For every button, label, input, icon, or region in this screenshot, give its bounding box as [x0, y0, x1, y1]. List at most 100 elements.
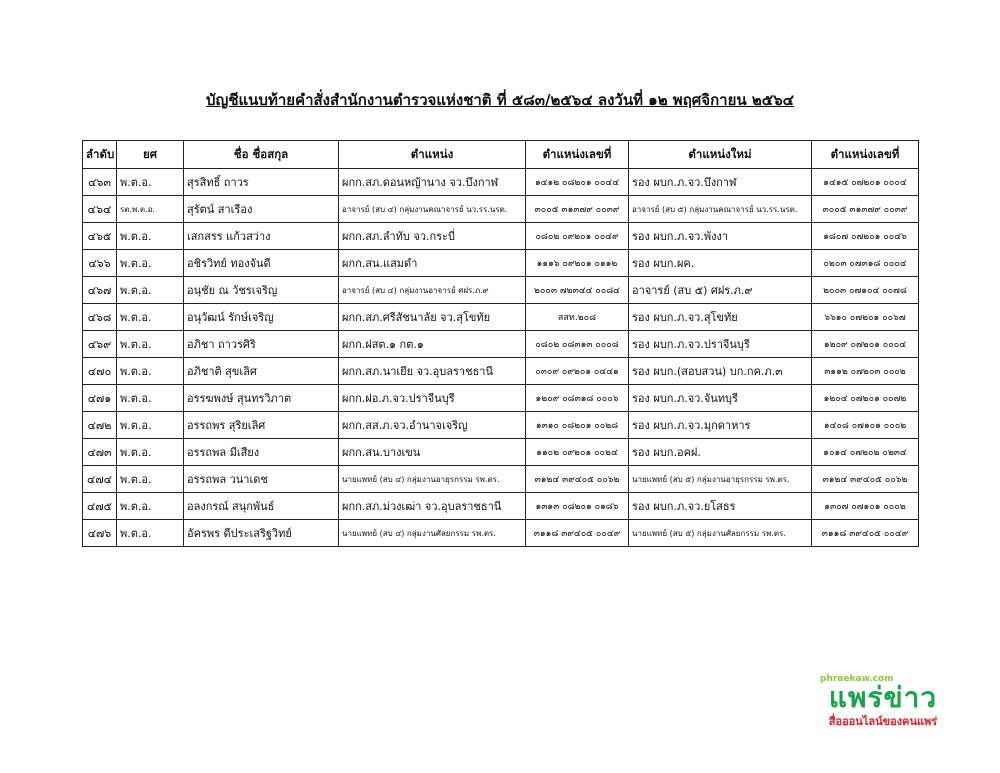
column-header: ลำดับ: [82, 140, 117, 169]
table-cell: ๓๑๑๘ ๓๙๔๐๕ ๐๐๔๙: [525, 519, 629, 547]
table-cell: อาจารย์ (สบ ๕) ศฝร.ภ.๙: [628, 276, 812, 304]
table-cell: ๐๓๐๙ ๐๙๒๐๑ ๐๔๔๑: [525, 357, 629, 385]
table-cell: ๒๐๐๓ ๗๒๓๔๔ ๐๐๘๔: [525, 276, 629, 304]
table-cell: รต.พ.ต.อ.: [116, 195, 184, 223]
table-cell: อรรถพล มีเสียง: [183, 438, 339, 466]
table-header-row: ลำดับ ยศ ชื่อ ชื่อสกุล ตำแหน่ง ตำแหน่งเลขที่…: [82, 140, 919, 169]
table-row: ๔๖๙ พ.ต.อ. อภิชา ถาวรศิริ ผกก.ฝสต.๑ กต.๑ ๐๘๐…: [82, 330, 919, 358]
table-row: ๔๗๓ พ.ต.อ. อรรถพล มีเสียง ผกก.สน.บางเขน ๑๑๐๒…: [82, 438, 919, 466]
table-cell: พ.ต.อ.: [116, 330, 184, 358]
table-cell: พ.ต.อ.: [116, 357, 184, 385]
column-header: ตำแหน่งเลขที่: [811, 140, 919, 169]
table-cell: ๑๓๐๗ ๐๗๑๐๑ ๐๐๐๒: [811, 492, 919, 520]
table-cell: ๐๘๐๒ ๐๙๒๐๑ ๐๐๔๙: [525, 222, 629, 250]
table-cell: ๑๒๐๙ ๐๗๒๐๑ ๐๐๐๔: [811, 330, 919, 358]
table-cell: ๐๘๐๒ ๐๘๓๑๓ ๐๐๐๘: [525, 330, 629, 358]
table-cell: รอง ผบก.ผค.: [628, 249, 812, 277]
table-cell: อาจารย์ (สบ ๔) กลุ่มงานอาจารย์ ศฝร.ภ.๙: [338, 276, 526, 304]
table-cell: พ.ต.อ.: [116, 465, 184, 493]
table-cell: พ.ต.อ.: [116, 492, 184, 520]
table-cell: ผกก.สส.ภ.จว.อำนาจเจริญ: [338, 411, 526, 439]
column-header: ยศ: [116, 140, 184, 169]
table-cell: อรรฆพงษ์ สุนทรวิภาต: [183, 384, 339, 412]
table-cell: รอง ผบก.ภ.จว.ปราจีนบุรี: [628, 330, 812, 358]
appointment-table: ลำดับ ยศ ชื่อ ชื่อสกุล ตำแหน่ง ตำแหน่งเลขที่…: [82, 140, 919, 547]
table-cell: ๑๓๑๐ ๐๘๒๐๑ ๐๐๒๘: [525, 411, 629, 439]
table-cell: ๔๖๙: [82, 330, 117, 358]
table-cell: ๓๑๑๒ ๐๗๒๐๓ ๐๐๐๒: [811, 357, 919, 385]
table-cell: ๓๑๑๘ ๓๙๔๐๕ ๐๐๔๙: [811, 519, 919, 547]
table-cell: อรรถพร สุริยเลิศ: [183, 411, 339, 439]
logo-name: แพร่ข่าว: [828, 681, 938, 714]
table-cell: ๑๘๐๗ ๐๗๒๐๑ ๐๐๔๖: [811, 222, 919, 250]
table-cell: รอง ผบก.อคฝ.: [628, 438, 812, 466]
table-cell: พ.ต.อ.: [116, 249, 184, 277]
table-cell: พ.ต.อ.: [116, 222, 184, 250]
table-cell: พ.ต.อ.: [116, 168, 184, 196]
table-cell: นายแพทย์ (สบ ๕) กลุ่มงานอายุรกรรม รพ.ตร.: [628, 465, 812, 493]
table-cell: ผกก.สภ.ลำทับ จว.กระบี่: [338, 222, 526, 250]
column-header: ชื่อ ชื่อสกุล: [183, 140, 339, 169]
table-cell: พ.ต.อ.: [116, 411, 184, 439]
table-cell: ๔๗๒: [82, 411, 117, 439]
table-cell: ๒๐๐๓ ๐๗๑๐๔ ๐๐๗๘: [811, 276, 919, 304]
table-cell: อนุชัย ณ วัชรเจริญ: [183, 276, 339, 304]
table-cell: ๔๖๘: [82, 303, 117, 331]
table-cell: รอง ผบก.(สอบสวน) บก.กค.ภ.๓: [628, 357, 812, 385]
table-cell: อนุวัฒน์ รักษ์เจริญ: [183, 303, 339, 331]
table-cell: พ.ต.อ.: [116, 519, 184, 547]
table-cell: รอง ผบก.ภ.จว.บึงกาฬ: [628, 168, 812, 196]
table-cell: ผกก.สภ.นาเยีย จว.อุบลราชธานี: [338, 357, 526, 385]
table-cell: ๑๐๑๔ ๐๗๒๐๒ ๐๒๓๔: [811, 438, 919, 466]
table-cell: ๔๖๗: [82, 276, 117, 304]
table-cell: อาจารย์ (สบ ๔) กลุ่มงานคณาจารย์ นว.รร.นร…: [338, 195, 526, 223]
table-cell: ผกก.สน.บางเขน: [338, 438, 526, 466]
table-cell: ๔๖๖: [82, 249, 117, 277]
table-row: ๔๖๗ พ.ต.อ. อนุชัย ณ วัชรเจริญ อาจารย์ (สบ ๔…: [82, 276, 919, 304]
table-cell: ๔๗๐: [82, 357, 117, 385]
table-cell: ผกก.สภ.ดอนหญ้านาง จว.บึงกาฬ: [338, 168, 526, 196]
logo-url: phraekaw.com: [820, 674, 894, 684]
table-cell: ๔๖๓: [82, 168, 117, 196]
table-cell: พ.ต.อ.: [116, 438, 184, 466]
table-cell: อลงกรณ์ สนุกพันธ์: [183, 492, 339, 520]
table-cell: ๑๔๑๕ ๐๗๒๐๑ ๐๐๐๔: [811, 168, 919, 196]
table-cell: ๓๐๐๕ ๓๑๓๗๙ ๐๐๓๙: [525, 195, 629, 223]
table-cell: ๔๗๑: [82, 384, 117, 412]
table-row: ๔๖๔ รต.พ.ต.อ. สุรัตน์ สาเรือง อาจารย์ (สบ ๔…: [82, 195, 919, 223]
table-row: ๔๗๒ พ.ต.อ. อรรถพร สุริยเลิศ ผกก.สส.ภ.จว.อำน…: [82, 411, 919, 439]
table-cell: ผกก.ฝสต.๑ กต.๑: [338, 330, 526, 358]
table-cell: นายแพทย์ (สบ ๕) กลุ่มงานศัลยกรรม รพ.ตร.: [628, 519, 812, 547]
table-cell: ๔๖๕: [82, 222, 117, 250]
table-cell: ๔๗๖: [82, 519, 117, 547]
phraekaw-logo: phraekaw.com แพร่ข่าว สื่อออนไลน์ของคนแพ…: [808, 674, 958, 730]
table-cell: ๑๒๐๙ ๐๘๓๑๘ ๐๐๐๖: [525, 384, 629, 412]
table-cell: ๔๗๕: [82, 492, 117, 520]
table-cell: ๓๑๒๔ ๓๙๔๐๕ ๐๐๖๒: [811, 465, 919, 493]
column-header: ตำแหน่ง: [338, 140, 526, 169]
table-cell: รอง ผบก.ภ.จว.พังงา: [628, 222, 812, 250]
table-row: ๔๗๐ พ.ต.อ. อภิชาติ สุขเลิศ ผกก.สภ.นาเยีย จว…: [82, 357, 919, 385]
table-row: ๔๖๕ พ.ต.อ. เสกสรร แก้วสว่าง ผกก.สภ.ลำทับ จว…: [82, 222, 919, 250]
table-cell: สุรสิทธิ์ ถาวร: [183, 168, 339, 196]
table-row: ๔๖๖ พ.ต.อ. อชิรวิทย์ ทองจันดี ผกก.สน.แสมดำ๑…: [82, 249, 919, 277]
table-cell: ๓๑๒๔ ๓๙๔๐๕ ๐๐๖๒: [525, 465, 629, 493]
table-cell: อัครพร ดีประเสริฐวิทย์: [183, 519, 339, 547]
table-row: ๔๖๓ พ.ต.อ. สุรสิทธิ์ ถาวร ผกก.สภ.ดอนหญ้านาง…: [82, 168, 919, 196]
table-cell: พ.ต.อ.: [116, 303, 184, 331]
table-row: ๔๗๔ พ.ต.อ. อรรถพล วนาเดช นายแพทย์ (สบ ๔) กล…: [82, 465, 919, 493]
table-cell: ๔๖๔: [82, 195, 117, 223]
table-cell: อาจารย์ (สบ ๕) กลุ่มงานคณาจารย์ นว.รร.นร…: [628, 195, 812, 223]
table-cell: ผกก.ฝอ.ภ.จว.ปราจีนบุรี: [338, 384, 526, 412]
table-cell: ๑๔๑๒ ๐๘๒๐๑ ๐๐๔๔: [525, 168, 629, 196]
table-cell: ๑๑๑๖ ๐๙๒๐๑ ๐๑๑๒: [525, 249, 629, 277]
table-cell: นายแพทย์ (สบ ๔) กลุ่มงานศัลยกรรม รพ.ตร.: [338, 519, 526, 547]
document-title: บัญชีแนบท้ายคำสั่งสำนักงานตำรวจแห่งชาติ …: [206, 91, 794, 109]
table-cell: สสท.๒๐๘: [525, 303, 629, 331]
table-cell: ผกก.สภ.ม่วงเฒ่า จว.อุบลราชธานี: [338, 492, 526, 520]
table-row: ๔๖๘ พ.ต.อ. อนุวัฒน์ รักษ์เจริญ ผกก.สภ.ศรีสั…: [82, 303, 919, 331]
table-cell: ๑๒๐๔ ๐๗๒๐๑ ๐๐๗๒: [811, 384, 919, 412]
table-cell: ๐๒๐๓ ๐๗๓๑๘ ๐๐๐๔: [811, 249, 919, 277]
table-cell: อรรถพล วนาเดช: [183, 465, 339, 493]
table-row: ๔๗๕ พ.ต.อ. อลงกรณ์ สนุกพันธ์ ผกก.สภ.ม่วงเฒ่…: [82, 492, 919, 520]
